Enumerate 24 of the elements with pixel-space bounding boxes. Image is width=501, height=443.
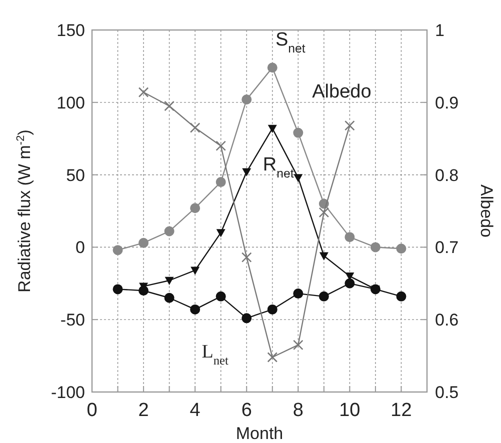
x-tick-label: 4 bbox=[190, 400, 201, 421]
x-axis-title: Month bbox=[236, 424, 284, 443]
y-tick-label: 150 bbox=[56, 21, 85, 40]
y2-tick-label: 0.6 bbox=[435, 310, 459, 330]
y2-tick-label: 0.5 bbox=[435, 383, 459, 402]
y2-tick-label: 0.9 bbox=[435, 93, 459, 112]
y-tick-label: -100 bbox=[50, 383, 85, 402]
series-label: S$_{net}$ bbox=[275, 30, 306, 56]
series-label: Albedo bbox=[312, 82, 372, 103]
y2-tick-label: 0.8 bbox=[435, 166, 459, 185]
y-tick-label: -50 bbox=[60, 310, 85, 330]
x-tick-label: 6 bbox=[241, 400, 252, 421]
x-tick-label: 8 bbox=[292, 400, 304, 421]
y2-tick-label: 1 bbox=[435, 21, 444, 40]
x-tick-label: 2 bbox=[138, 400, 149, 421]
y-tick-label: 0 bbox=[76, 238, 85, 258]
x-tick-label: 10 bbox=[339, 400, 360, 421]
series-label: R$_{net}$ bbox=[262, 154, 294, 180]
x-tick-label: 12 bbox=[390, 400, 412, 421]
y2-axis-title: Albedo bbox=[477, 184, 496, 238]
y2-tick-label: 0.7 bbox=[435, 238, 459, 258]
y-tick-label: 100 bbox=[56, 93, 85, 112]
y-tick-label: 50 bbox=[66, 166, 85, 185]
series-label: L$_{net}$ bbox=[202, 341, 229, 368]
